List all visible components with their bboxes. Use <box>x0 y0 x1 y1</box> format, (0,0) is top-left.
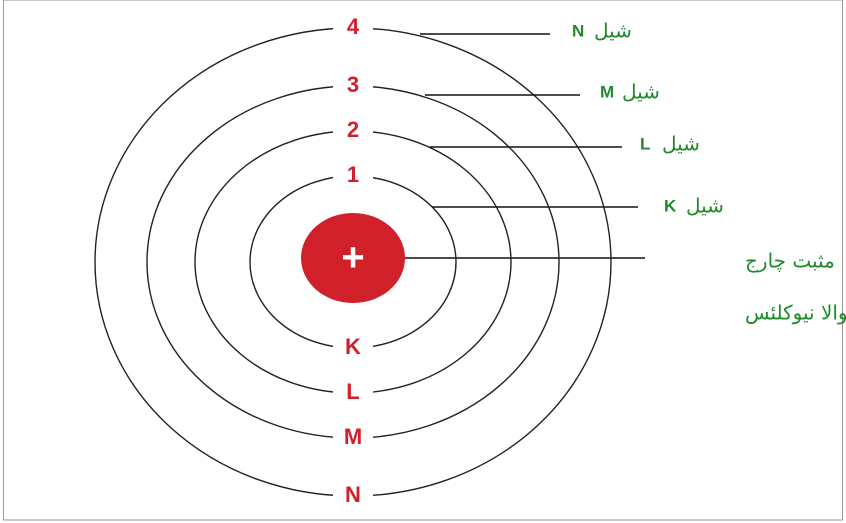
shell-label-word: شیل <box>686 194 724 218</box>
shell-number: 2 <box>347 117 359 142</box>
shell-letter: M <box>344 424 362 449</box>
shell-label-word: شیل <box>622 80 660 104</box>
shell-label-word: شیل <box>662 132 700 156</box>
shell-letter: N <box>345 482 361 507</box>
shell-letter: K <box>345 334 361 359</box>
shell-label-letter: N <box>572 21 584 40</box>
shell-label-word: شیل <box>594 19 632 43</box>
nucleus-label: مثبت چارج <box>745 249 835 273</box>
shell-number: 4 <box>347 14 360 39</box>
shell-label-letter: M <box>600 82 614 101</box>
atom-diagram: + مثبت چارج والا نیوکلئس 4 N N شیل 3 M M شیل 2 L L… <box>0 0 846 523</box>
nucleus-label: والا نیوکلئس <box>745 301 846 325</box>
shell-number: 3 <box>347 72 359 97</box>
nucleus-symbol: + <box>341 236 364 280</box>
shell-number: 1 <box>347 162 359 187</box>
frame <box>4 0 843 520</box>
shell-label-letter: L <box>640 134 650 153</box>
shell-letter: L <box>346 379 359 404</box>
shell-label-letter: K <box>664 196 677 215</box>
